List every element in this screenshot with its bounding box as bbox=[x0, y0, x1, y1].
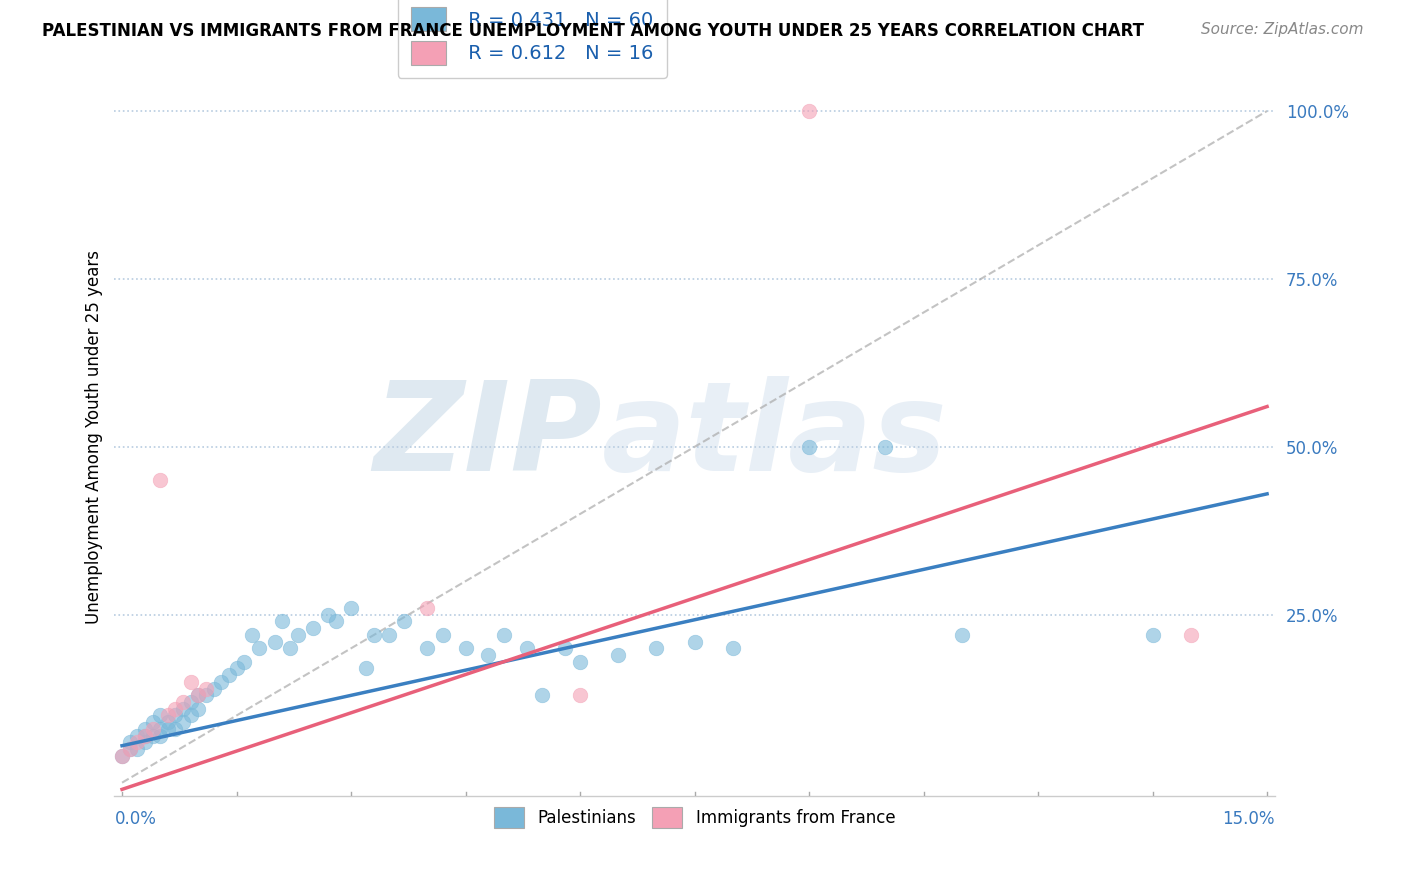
Point bbox=[209, 674, 232, 689]
Point bbox=[195, 681, 218, 696]
Point bbox=[875, 440, 897, 454]
Point bbox=[142, 715, 165, 730]
Point bbox=[683, 634, 706, 648]
Point bbox=[187, 689, 209, 703]
Point bbox=[134, 729, 156, 743]
Point bbox=[516, 641, 538, 656]
Point bbox=[263, 634, 285, 648]
Point bbox=[271, 615, 294, 629]
Point bbox=[156, 708, 179, 723]
Point bbox=[187, 702, 209, 716]
Point bbox=[249, 641, 271, 656]
Point bbox=[134, 722, 156, 736]
Point bbox=[187, 689, 209, 703]
Point bbox=[118, 742, 141, 756]
Point bbox=[492, 628, 515, 642]
Point bbox=[165, 722, 187, 736]
Point bbox=[225, 661, 247, 675]
Point bbox=[172, 695, 194, 709]
Point bbox=[111, 748, 134, 763]
Point bbox=[797, 103, 820, 118]
Text: Source: ZipAtlas.com: Source: ZipAtlas.com bbox=[1201, 22, 1364, 37]
Point bbox=[316, 607, 339, 622]
Point bbox=[180, 695, 202, 709]
Point bbox=[127, 742, 149, 756]
Legend: Palestinians, Immigrants from France: Palestinians, Immigrants from France bbox=[486, 801, 903, 835]
Point bbox=[1180, 628, 1202, 642]
Point bbox=[554, 641, 576, 656]
Point bbox=[180, 674, 202, 689]
Point bbox=[156, 715, 179, 730]
Point bbox=[454, 641, 477, 656]
Point bbox=[432, 628, 454, 642]
Y-axis label: Unemployment Among Youth under 25 years: Unemployment Among Youth under 25 years bbox=[86, 250, 103, 624]
Point bbox=[394, 615, 416, 629]
Point bbox=[165, 702, 187, 716]
Point bbox=[149, 722, 172, 736]
Point bbox=[240, 628, 263, 642]
Point bbox=[721, 641, 744, 656]
Point bbox=[363, 628, 385, 642]
Point bbox=[149, 474, 172, 488]
Point bbox=[149, 729, 172, 743]
Point bbox=[149, 708, 172, 723]
Point bbox=[530, 689, 553, 703]
Point bbox=[165, 708, 187, 723]
Point bbox=[118, 735, 141, 749]
Text: atlas: atlas bbox=[602, 376, 948, 497]
Text: 15.0%: 15.0% bbox=[1222, 810, 1275, 828]
Point bbox=[172, 715, 194, 730]
Point bbox=[325, 615, 347, 629]
Point bbox=[950, 628, 973, 642]
Point bbox=[218, 668, 240, 682]
Point bbox=[416, 641, 439, 656]
Point bbox=[356, 661, 378, 675]
Text: ZIP: ZIP bbox=[373, 376, 602, 497]
Point bbox=[645, 641, 668, 656]
Point bbox=[569, 689, 592, 703]
Point bbox=[118, 742, 141, 756]
Point bbox=[111, 748, 134, 763]
Point bbox=[127, 729, 149, 743]
Point bbox=[607, 648, 630, 662]
Point bbox=[569, 655, 592, 669]
Point bbox=[378, 628, 401, 642]
Point bbox=[156, 722, 179, 736]
Point bbox=[180, 708, 202, 723]
Point bbox=[195, 689, 218, 703]
Point bbox=[416, 601, 439, 615]
Point bbox=[302, 621, 325, 635]
Point bbox=[134, 729, 156, 743]
Point bbox=[477, 648, 499, 662]
Point bbox=[202, 681, 225, 696]
Point bbox=[1142, 628, 1164, 642]
Text: 0.0%: 0.0% bbox=[114, 810, 156, 828]
Point bbox=[278, 641, 301, 656]
Point bbox=[340, 601, 363, 615]
Point bbox=[142, 722, 165, 736]
Point bbox=[233, 655, 256, 669]
Point bbox=[134, 735, 156, 749]
Point bbox=[287, 628, 309, 642]
Point bbox=[142, 729, 165, 743]
Point bbox=[797, 440, 820, 454]
Point bbox=[172, 702, 194, 716]
Point bbox=[127, 735, 149, 749]
Text: PALESTINIAN VS IMMIGRANTS FROM FRANCE UNEMPLOYMENT AMONG YOUTH UNDER 25 YEARS CO: PALESTINIAN VS IMMIGRANTS FROM FRANCE UN… bbox=[42, 22, 1144, 40]
